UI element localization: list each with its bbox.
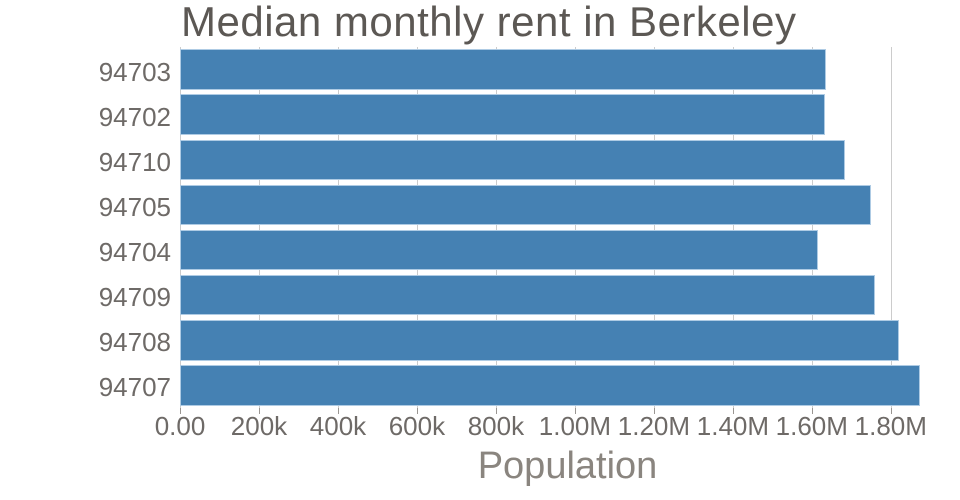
- bar-94709: [180, 274, 875, 316]
- x-tick-mark-400k: [338, 408, 339, 414]
- x-tick-mark-1.80M: [890, 408, 892, 414]
- x-tick-mark-1.40M: [732, 408, 734, 414]
- bar-94704: [180, 229, 818, 271]
- x-tick-mark-800k: [495, 408, 497, 414]
- gridline-1.60M: [811, 47, 813, 408]
- x-tick-label-800k: 800k: [467, 411, 525, 441]
- chart-title: Median monthly rent in Berkeley: [181, 0, 797, 45]
- y-tick-label-94708: 94708: [98, 327, 171, 358]
- bar-94707: [180, 365, 921, 406]
- x-tick-label-1.40M: 1.40M: [696, 411, 770, 441]
- x-tick-label-400k: 400k: [309, 411, 367, 441]
- gridline-1.40M: [732, 47, 734, 408]
- gridline-1.00M: [574, 47, 576, 408]
- gridline-600k: [416, 47, 418, 408]
- y-tick-label-94704: 94704: [98, 237, 171, 268]
- bar-94708: [180, 320, 899, 361]
- x-tick-label-0.00: 0.00: [154, 411, 206, 441]
- y-tick-label-94703: 94703: [98, 56, 171, 87]
- x-tick-label-1.20M: 1.20M: [617, 411, 691, 441]
- x-tick-label-600k: 600k: [388, 411, 446, 441]
- x-tick-mark-600k: [416, 408, 418, 414]
- x-tick-mark-1.00M: [574, 408, 576, 414]
- bar-94703: [180, 49, 827, 90]
- x-tick-mark-1.60M: [811, 408, 813, 414]
- x-axis-title: Population: [477, 445, 658, 487]
- x-tick-label-1.80M: 1.80M: [854, 411, 927, 441]
- bar-94705: [180, 184, 872, 226]
- x-tick-mark-200k: [259, 408, 260, 414]
- gridline-800k: [495, 47, 497, 408]
- gridline-400k: [338, 47, 339, 408]
- x-tick-label-200k: 200k: [230, 411, 288, 441]
- bar-94702: [180, 94, 825, 135]
- x-tick-mark-0.00: [180, 408, 181, 414]
- bar-94710: [180, 139, 846, 181]
- x-tick-label-1.00M: 1.00M: [538, 411, 612, 441]
- gridline-200k: [259, 47, 260, 408]
- y-tick-label-94710: 94710: [98, 146, 171, 177]
- gridline-1.20M: [653, 47, 655, 408]
- x-tick-label-1.60M: 1.60M: [775, 411, 848, 441]
- gridline-0.00: [180, 47, 181, 408]
- y-tick-label-94707: 94707: [98, 372, 171, 403]
- y-tick-label-94702: 94702: [98, 101, 171, 132]
- x-tick-mark-1.20M: [653, 408, 655, 414]
- plot-area: [180, 47, 955, 408]
- y-tick-label-94705: 94705: [98, 191, 171, 222]
- gridline-1.80M: [890, 47, 892, 408]
- y-tick-label-94709: 94709: [98, 282, 171, 313]
